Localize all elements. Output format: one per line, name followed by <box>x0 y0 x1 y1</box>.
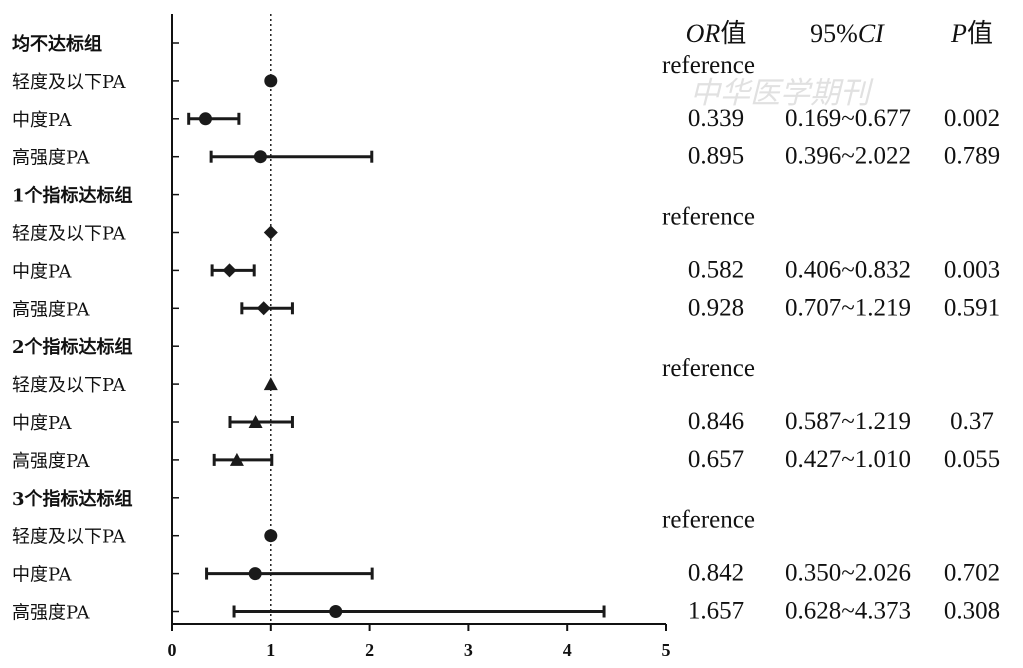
point-marker <box>248 567 262 581</box>
header-p: P值 <box>950 19 993 48</box>
point-marker <box>329 605 343 618</box>
x-tick-label: 2 <box>365 640 374 660</box>
row-label: 中度PA <box>12 261 72 282</box>
or-value: reference <box>662 507 755 534</box>
group-label: 3个指标达标组 <box>12 488 133 510</box>
or-value: reference <box>662 355 755 382</box>
ci-value: 0.427~1.010 <box>785 446 911 473</box>
x-tick-label: 1 <box>266 640 275 660</box>
point-marker <box>229 452 244 466</box>
or-value: 1.657 <box>688 598 744 625</box>
or-value: reference <box>662 52 755 79</box>
header-or: OR值 <box>686 19 747 48</box>
ci-value: 0.628~4.373 <box>785 598 911 625</box>
point-marker <box>248 415 263 428</box>
p-value: 0.591 <box>944 294 1000 321</box>
or-value: reference <box>662 204 755 231</box>
or-value: 0.657 <box>688 446 744 473</box>
p-value: 0.702 <box>944 560 1000 587</box>
p-value: 0.308 <box>944 598 1000 625</box>
or-value: 0.582 <box>688 256 744 283</box>
ci-value: 0.396~2.022 <box>785 143 911 170</box>
row-label: 轻度及以下PA <box>12 72 126 93</box>
group-label: 2个指标达标组 <box>12 336 133 358</box>
or-value: 0.842 <box>688 560 744 587</box>
or-value: 0.339 <box>688 105 744 132</box>
or-value: 0.895 <box>688 143 744 170</box>
x-tick-label: 5 <box>662 640 671 660</box>
p-value: 0.002 <box>944 105 1000 132</box>
x-tick-label: 0 <box>168 640 177 660</box>
point-marker <box>264 74 278 88</box>
p-value: 0.003 <box>944 256 1000 283</box>
row-label: 高强度PA <box>12 603 90 624</box>
ci-value: 0.587~1.219 <box>785 408 911 435</box>
row-label: 高强度PA <box>12 451 90 472</box>
p-value: 0.055 <box>944 446 1000 473</box>
point-marker <box>263 377 278 391</box>
row-label: 高强度PA <box>12 299 90 320</box>
x-tick-label: 3 <box>464 640 473 660</box>
ci-value: 0.169~0.677 <box>785 105 911 132</box>
header-ci: 95%CI <box>810 19 885 48</box>
or-value: 0.846 <box>688 408 744 435</box>
point-marker <box>256 301 271 316</box>
row-label: 轻度及以下PA <box>12 375 126 396</box>
ci-value: 0.350~2.026 <box>785 560 911 587</box>
point-marker <box>264 529 278 543</box>
point-marker <box>198 112 212 126</box>
row-label: 中度PA <box>12 565 72 586</box>
row-label: 高强度PA <box>12 148 90 169</box>
p-value: 0.789 <box>944 143 1000 170</box>
group-label: 1个指标达标组 <box>12 185 133 207</box>
row-label: 中度PA <box>12 413 72 434</box>
row-label: 轻度及以下PA <box>12 224 126 245</box>
ci-value: 0.707~1.219 <box>785 294 911 321</box>
p-value: 0.37 <box>950 408 994 435</box>
ci-value: 0.406~0.832 <box>785 256 911 283</box>
point-marker <box>263 225 278 240</box>
watermark-text: 中华医学期刊 <box>690 76 874 111</box>
row-label: 轻度及以下PA <box>12 527 126 548</box>
or-value: 0.928 <box>688 294 744 321</box>
group-label: 均不达标组 <box>12 33 102 55</box>
point-marker <box>222 263 237 278</box>
point-marker <box>253 150 267 164</box>
row-label: 中度PA <box>12 110 72 131</box>
x-tick-label: 4 <box>563 640 572 660</box>
